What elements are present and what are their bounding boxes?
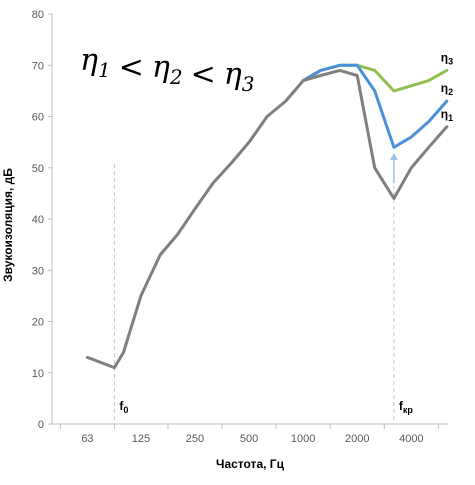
series-line-η2	[301, 63, 449, 149]
x-tick-label: 4000	[399, 433, 423, 445]
marker-guides	[113, 164, 395, 424]
marker-label: fкр	[399, 399, 414, 415]
labels: f0 fкр η3 η2 η1 η1 < η2 < η3	[80, 43, 453, 415]
x-tick-label: 1000	[291, 433, 315, 445]
x-tick-label: 2000	[345, 433, 369, 445]
y-tick-label: 40	[32, 214, 44, 226]
series-label: η2	[441, 81, 453, 97]
series-lines	[85, 63, 449, 370]
y-tick-label: 50	[32, 163, 44, 175]
y-tick-label: 10	[32, 368, 44, 380]
x-tick-label: 125	[132, 433, 150, 445]
x-tick-label: 63	[81, 433, 93, 445]
series-label: η1	[441, 107, 453, 123]
y-tick-label: 20	[32, 317, 44, 329]
y-tick-label: 80	[32, 9, 44, 21]
marker-label: f0	[119, 399, 128, 415]
y-tick-label: 0	[38, 419, 44, 431]
x-tick-label: 250	[186, 433, 204, 445]
y-tick-label: 30	[32, 265, 44, 277]
series-label: η3	[441, 50, 453, 66]
y-tick-label: 60	[32, 112, 44, 124]
axes: 0 10 20 30 40 50 60 70 80 63 125 250 500 1000 2000 4000	[32, 9, 448, 445]
increase-arrow-head	[389, 152, 398, 160]
y-axis-title: Звукоизоляция, дБ	[1, 168, 15, 282]
x-tick-label: 500	[240, 433, 258, 445]
y-tick-label: 70	[32, 60, 44, 72]
x-axis-title: Частота, Гц	[216, 457, 285, 471]
series-line-η1	[85, 68, 449, 370]
formula-annotation: η1 < η2 < η3	[80, 43, 254, 96]
